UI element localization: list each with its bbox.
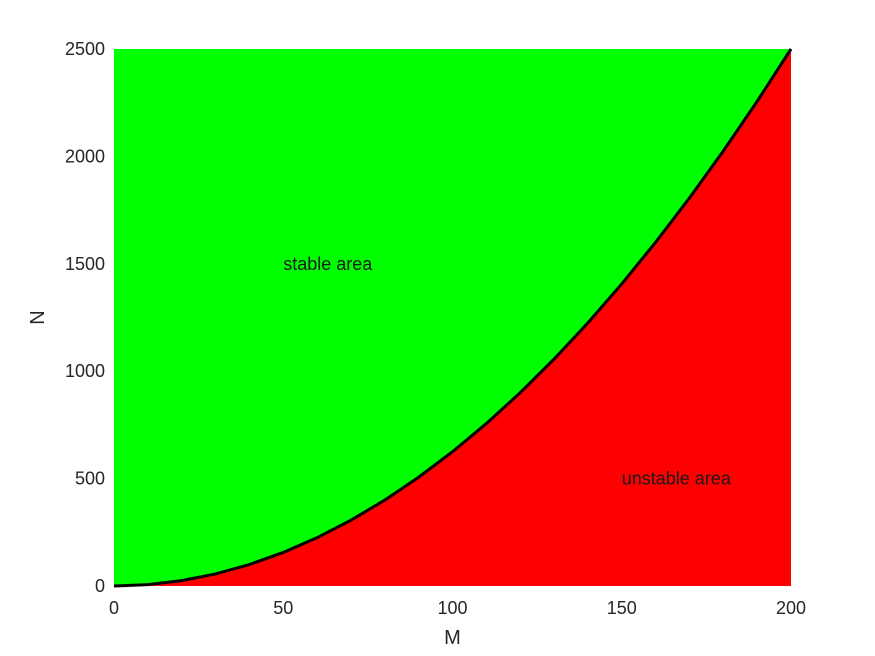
plot-area xyxy=(113,48,793,588)
unstable-region xyxy=(114,49,791,586)
y-tick-label: 2000 xyxy=(65,146,105,166)
stable-region xyxy=(114,49,791,586)
boundary-curve xyxy=(113,48,793,588)
x-tick-label: 0 xyxy=(109,598,119,618)
y-tick-label: 1000 xyxy=(65,361,105,381)
x-tick-label: 150 xyxy=(607,598,637,618)
y-tick-label: 1500 xyxy=(65,254,105,274)
y-tick-label: 500 xyxy=(75,469,105,489)
x-tick-label: 100 xyxy=(437,598,467,618)
x-tick-label: 200 xyxy=(776,598,806,618)
x-tick-label: 50 xyxy=(273,598,293,618)
x-axis-ticks: 0 50 100 150 200 xyxy=(109,598,806,618)
y-tick-label: 0 xyxy=(95,576,105,596)
y-tick-label: 2500 xyxy=(65,39,105,59)
stable-area-label: stable area xyxy=(283,254,373,274)
y-axis-ticks: 0 500 1000 1500 2000 2500 xyxy=(65,39,105,596)
x-axis-label: M xyxy=(444,627,461,649)
unstable-area-label: unstable area xyxy=(622,469,732,489)
y-axis-label: N xyxy=(27,310,49,324)
